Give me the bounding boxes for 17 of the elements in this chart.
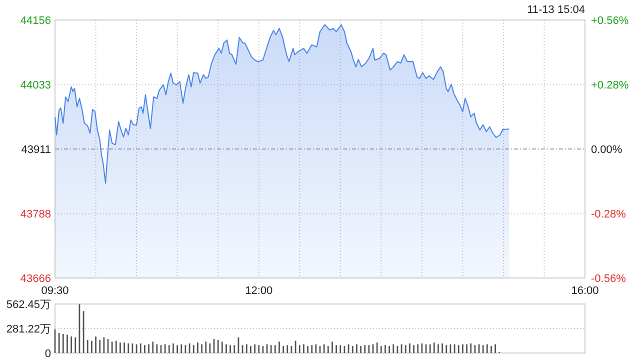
y-tick-label: 43911 xyxy=(21,144,51,156)
y-tick-label: 43666 xyxy=(20,272,51,285)
x-tick-label: 16:00 xyxy=(571,285,599,297)
y-tick-label: 562.45万 xyxy=(6,298,51,311)
y2-tick-label: +0.28% xyxy=(591,79,629,92)
y-tick-label: 0 xyxy=(44,348,51,360)
y2-tick-label: +0.56% xyxy=(591,14,629,27)
y-tick-label: 44033 xyxy=(20,80,51,92)
x-tick-label: 09:30 xyxy=(41,285,69,297)
y2-tick-label: -0.56% xyxy=(591,272,626,285)
text: 11-13 15:04 xyxy=(527,4,585,16)
y2-tick-label: -0.28% xyxy=(591,208,626,220)
x-tick-label: 12:00 xyxy=(245,285,273,297)
y-tick-label: 281.22万 xyxy=(6,323,51,336)
y2-tick-label: 0.00% xyxy=(591,144,622,156)
y-tick-label: 44156 xyxy=(20,14,51,27)
y-tick-label: 43788 xyxy=(20,208,51,221)
